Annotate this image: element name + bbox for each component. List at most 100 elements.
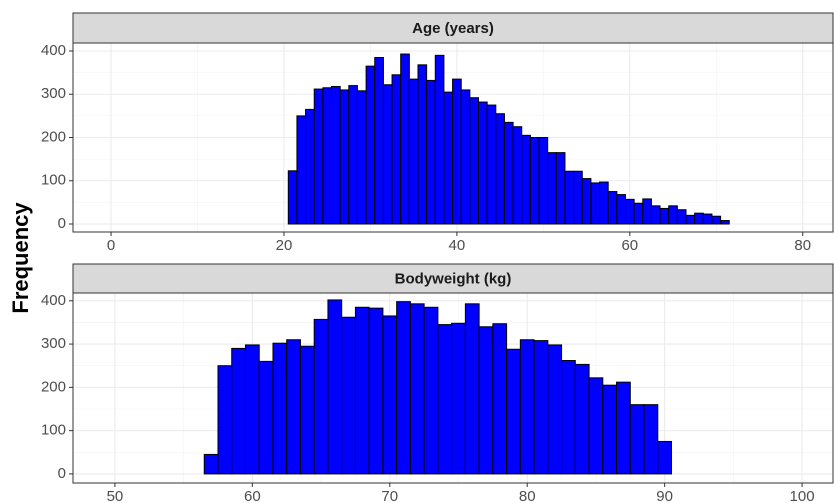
bar bbox=[602, 384, 618, 475]
y-tick-label: 400 bbox=[41, 42, 66, 59]
y-tick-label: 100 bbox=[41, 172, 66, 189]
bar bbox=[286, 339, 301, 475]
bar bbox=[231, 347, 246, 475]
bar bbox=[451, 322, 466, 475]
x-tick-label: 60 bbox=[621, 237, 638, 254]
bar bbox=[469, 97, 480, 225]
x-tick-label: 80 bbox=[794, 237, 811, 254]
bar bbox=[296, 115, 307, 225]
y-tick-label: 300 bbox=[41, 335, 66, 352]
bar bbox=[327, 299, 343, 475]
bar bbox=[685, 214, 696, 225]
bar bbox=[599, 181, 609, 225]
bar bbox=[495, 113, 505, 225]
bar bbox=[426, 79, 436, 225]
bar bbox=[348, 85, 358, 225]
bar bbox=[258, 360, 274, 475]
bar bbox=[322, 87, 333, 225]
bar bbox=[694, 212, 704, 225]
bar bbox=[478, 101, 488, 225]
bar bbox=[408, 78, 419, 225]
bar bbox=[409, 303, 425, 475]
bar bbox=[503, 121, 514, 225]
bar bbox=[555, 152, 566, 225]
bar bbox=[339, 89, 350, 225]
bar bbox=[460, 89, 471, 225]
bar bbox=[341, 316, 356, 475]
bar bbox=[564, 170, 575, 225]
bar bbox=[313, 318, 329, 475]
bar bbox=[512, 126, 523, 225]
bar bbox=[573, 170, 583, 225]
y-tick-label: 100 bbox=[41, 422, 66, 439]
bar bbox=[657, 440, 673, 475]
bar bbox=[244, 344, 260, 475]
bar bbox=[676, 209, 687, 225]
bar bbox=[443, 91, 454, 225]
bar bbox=[533, 340, 549, 475]
bar bbox=[529, 137, 540, 225]
bar bbox=[417, 64, 428, 225]
y-tick-label: 200 bbox=[41, 128, 66, 145]
bar bbox=[365, 65, 376, 225]
bar bbox=[616, 194, 626, 225]
bar bbox=[478, 326, 494, 475]
bar bbox=[574, 363, 590, 475]
bar bbox=[331, 85, 341, 225]
bar bbox=[607, 191, 618, 225]
y-tick-label: 0 bbox=[58, 215, 66, 232]
bar bbox=[629, 404, 645, 475]
bar bbox=[203, 453, 219, 475]
x-tick-label: 20 bbox=[276, 237, 293, 254]
bar bbox=[486, 104, 497, 225]
bar bbox=[659, 207, 670, 225]
bar bbox=[356, 90, 367, 225]
x-tick-label: 0 bbox=[107, 237, 115, 254]
bar bbox=[590, 182, 601, 225]
bar bbox=[702, 213, 713, 225]
bar bbox=[396, 301, 411, 475]
bar bbox=[506, 348, 521, 475]
bar bbox=[437, 324, 453, 475]
bar bbox=[624, 198, 635, 225]
bar bbox=[313, 88, 324, 225]
bar bbox=[711, 215, 722, 225]
panel-title: Bodyweight (kg) bbox=[395, 270, 512, 287]
panel-title: Age (years) bbox=[412, 20, 494, 37]
bar bbox=[643, 404, 659, 475]
bar bbox=[492, 323, 508, 475]
bar bbox=[299, 345, 315, 475]
x-tick-label: 60 bbox=[244, 488, 261, 503]
bar bbox=[305, 108, 315, 225]
x-tick-label: 70 bbox=[381, 488, 398, 503]
bar bbox=[642, 198, 652, 225]
bar bbox=[616, 381, 631, 475]
bar bbox=[519, 339, 535, 475]
bar bbox=[720, 220, 730, 225]
bar bbox=[368, 307, 384, 475]
bar bbox=[382, 315, 398, 475]
y-tick-label: 300 bbox=[41, 85, 66, 102]
panel-border bbox=[72, 292, 834, 484]
panel-border bbox=[72, 42, 834, 233]
bar bbox=[382, 84, 393, 225]
x-tick-label: 100 bbox=[790, 488, 815, 503]
x-tick-label: 50 bbox=[107, 488, 124, 503]
bar bbox=[400, 53, 410, 225]
bar bbox=[287, 170, 298, 225]
y-tick-label: 0 bbox=[58, 465, 66, 482]
bar bbox=[561, 360, 576, 475]
x-tick-label: 80 bbox=[519, 488, 536, 503]
bar bbox=[354, 306, 370, 475]
bar bbox=[668, 205, 678, 225]
y-tick-label: 200 bbox=[41, 378, 66, 395]
bar bbox=[434, 54, 445, 225]
x-tick-label: 90 bbox=[656, 488, 673, 503]
bar bbox=[538, 137, 549, 225]
bar bbox=[217, 365, 233, 475]
bar bbox=[650, 205, 661, 225]
bar bbox=[374, 56, 384, 225]
bar bbox=[633, 202, 644, 225]
